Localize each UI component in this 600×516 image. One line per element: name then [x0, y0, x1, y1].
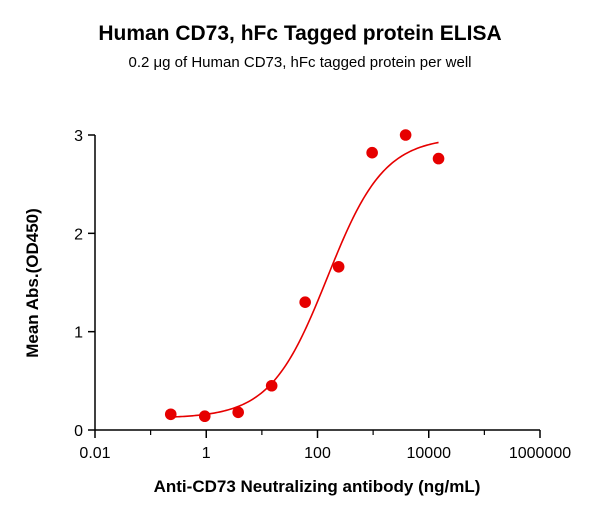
data-point: [432, 152, 445, 165]
y-tick-label: 1: [74, 325, 83, 342]
data-point: [299, 296, 311, 308]
x-tick-label: 10000: [407, 445, 452, 462]
x-tick-label: 1: [202, 445, 211, 462]
data-point: [232, 406, 244, 419]
axes: 0 1 2 3 0.01 1 100 10000 1000000: [74, 128, 571, 462]
x-tick-label: 100: [304, 445, 331, 462]
fit-curve: [170, 141, 439, 418]
x-tick-label: 0.01: [79, 445, 110, 462]
y-tick-label: 3: [74, 128, 83, 145]
y-axis-label: Mean Abs.(OD450): [23, 208, 42, 358]
x-axis-label: Anti-CD73 Neutralizing antibody (ng/mL): [154, 477, 481, 496]
data-point: [366, 146, 378, 159]
fit-curve-layer: [170, 141, 439, 418]
data-point: [198, 410, 211, 423]
chart-title: Human CD73, hFc Tagged protein ELISA: [98, 22, 502, 45]
data-point: [265, 379, 278, 392]
chart-subtitle: 0.2 μg of Human CD73, hFc tagged protein…: [128, 54, 472, 71]
y-tick-label: 0: [74, 423, 83, 440]
data-point: [332, 260, 345, 273]
x-tick-label: 1000000: [509, 445, 571, 462]
data-points-layer: [164, 129, 445, 423]
data-point: [399, 129, 412, 141]
y-tick-label: 2: [74, 226, 83, 243]
data-point: [164, 408, 177, 421]
